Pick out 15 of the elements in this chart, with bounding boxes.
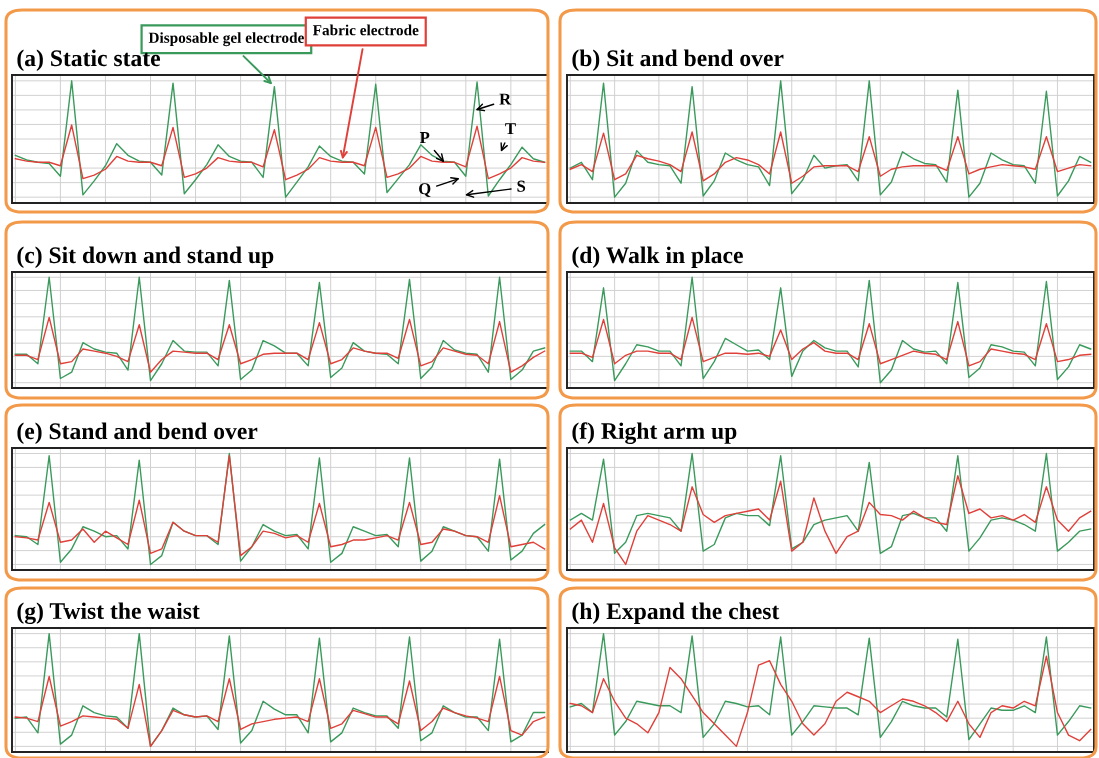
chart-title: (c) Sit down and stand up bbox=[17, 246, 274, 268]
text: Fabric electrode bbox=[312, 24, 419, 36]
annotation: P bbox=[419, 132, 430, 144]
chart-title: (d) Walk in place bbox=[572, 246, 743, 268]
annotation: R bbox=[499, 93, 512, 105]
annotation: Q bbox=[419, 183, 431, 197]
chart-title: (a) Static state bbox=[17, 49, 161, 71]
chart-title: (e) Stand and bend over bbox=[17, 422, 258, 444]
chart-title: (b) Sit and bend over bbox=[572, 49, 784, 71]
annotation: T bbox=[505, 123, 516, 135]
chart-title: (h) Expand the chest bbox=[572, 602, 780, 624]
annotation: S bbox=[517, 180, 526, 192]
chart-title: (g) Twist the waist bbox=[17, 602, 200, 624]
text: Disposable gel electrode bbox=[148, 32, 304, 47]
chart-title: (f) Right arm up bbox=[572, 422, 737, 444]
